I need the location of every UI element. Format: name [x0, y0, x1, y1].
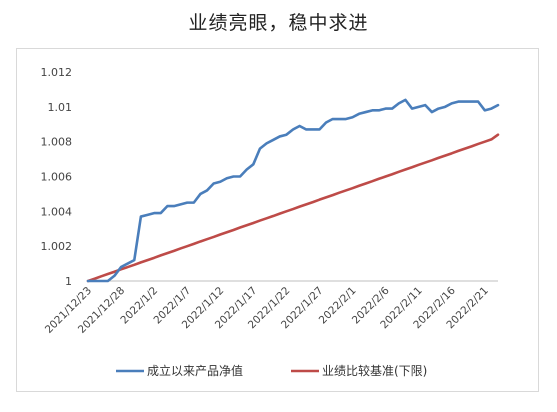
y-tick-label: 1 [65, 275, 72, 288]
y-tick-label: 1.012 [41, 66, 73, 79]
legend-label: 成立以来产品净值 [147, 363, 243, 378]
chart-title: 业绩亮眼，稳中求进 [188, 12, 369, 34]
x-axis: 2021/12/232021/12/282022/1/22022/1/72022… [43, 280, 498, 336]
legend-item-nav: 成立以来产品净值 [116, 363, 243, 378]
legend-item-benchmark: 业绩比较基准(下限) [291, 363, 427, 378]
series-layer [86, 98, 500, 283]
chart-frame [16, 48, 539, 392]
series-line-nav [86, 98, 500, 283]
y-tick-label: 1.002 [41, 240, 73, 253]
legend: 成立以来产品净值 业绩比较基准(下限) [116, 363, 427, 378]
y-tick-label: 1.006 [41, 171, 73, 184]
legend-label: 业绩比较基准(下限) [322, 363, 427, 378]
y-tick-label: 1.01 [48, 101, 73, 114]
y-tick-label: 1.004 [41, 205, 73, 218]
y-axis: 1 1.002 1.004 1.006 1.008 1.01 1.012 [41, 66, 73, 288]
series-line-benchmark [86, 133, 500, 283]
y-tick-label: 1.008 [41, 136, 73, 149]
